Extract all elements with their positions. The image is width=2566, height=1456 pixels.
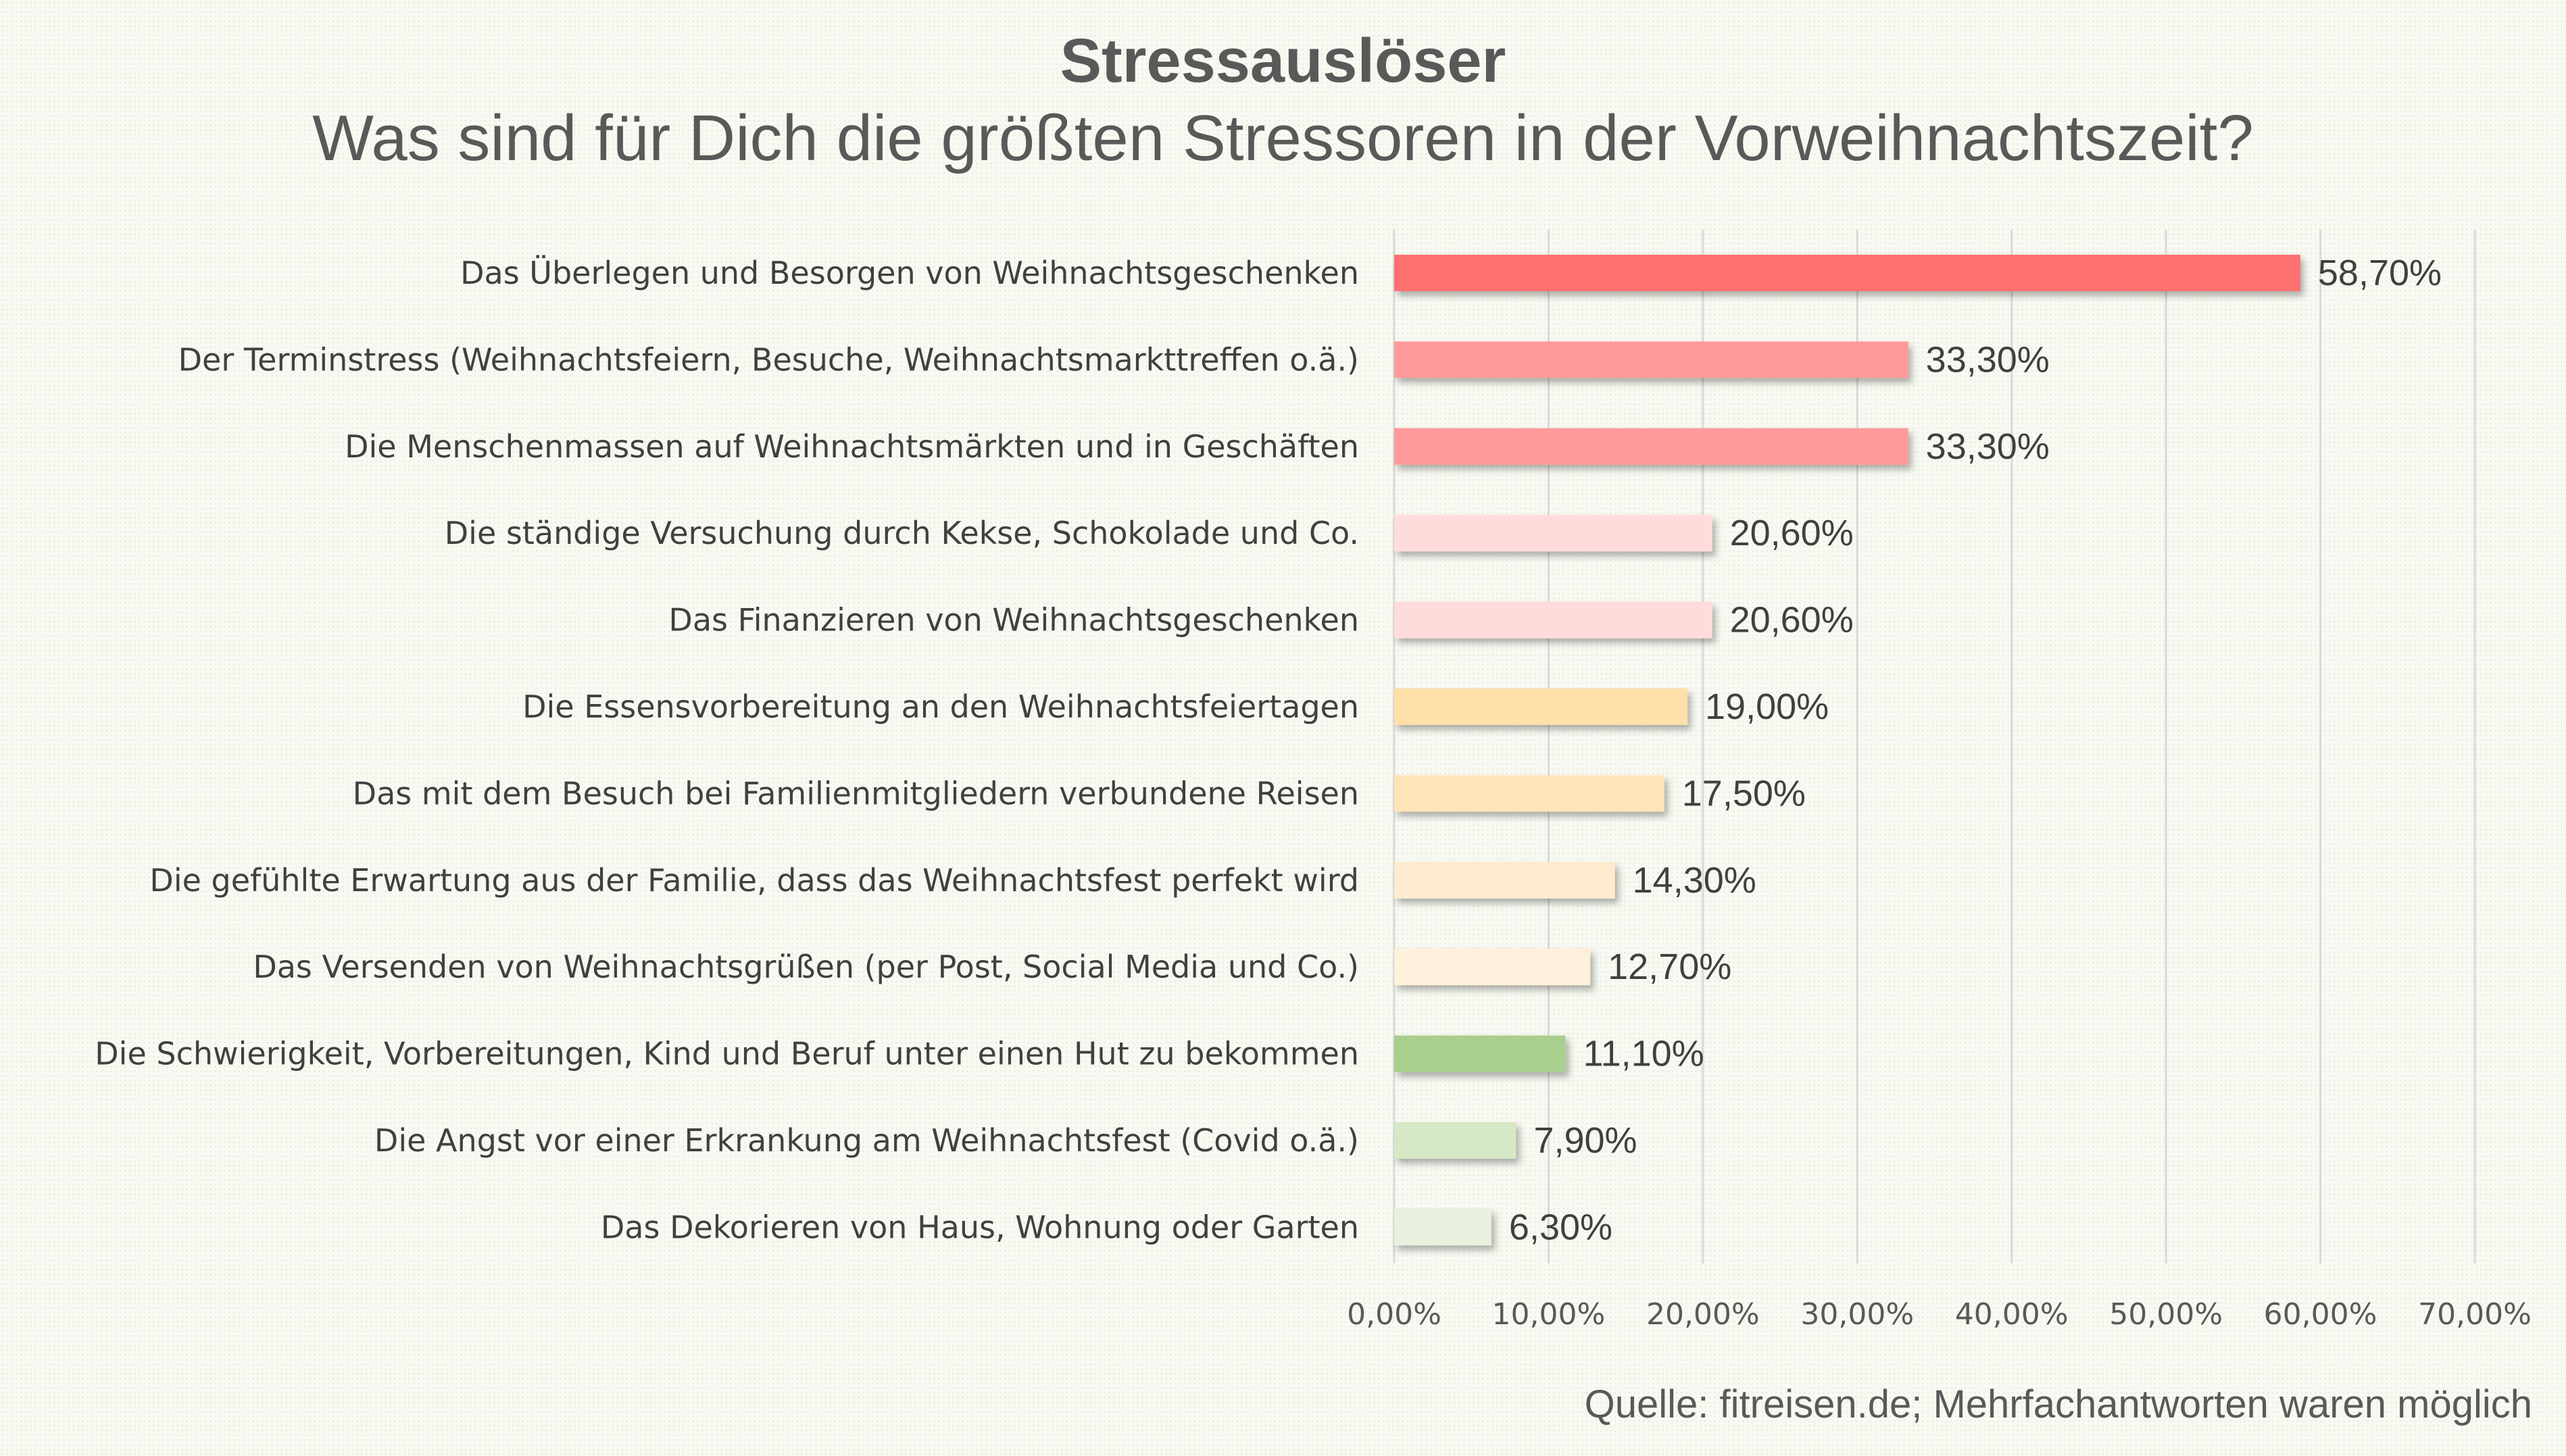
data-label: 19,00%: [1705, 686, 1829, 727]
bar: [1394, 688, 1688, 725]
data-label: 6,30%: [1509, 1207, 1612, 1247]
data-label: 20,60%: [1730, 513, 1854, 553]
bar: [1394, 1209, 1491, 1246]
category-label: Die Menschenmassen auf Weihnachtsmärkten…: [345, 428, 1359, 465]
data-label: 33,30%: [1926, 339, 2050, 380]
chart-subtitle: Was sind für Dich die größten Stressoren…: [312, 102, 2254, 174]
bar: [1394, 255, 2300, 291]
bar: [1394, 1122, 1516, 1159]
data-label: 17,50%: [1682, 773, 1806, 813]
category-label: Der Terminstress (Weihnachtsfeiern, Besu…: [178, 341, 1359, 378]
category-label: Die Angst vor einer Erkrankung am Weihna…: [374, 1122, 1359, 1159]
category-label: Das Finanzieren von Weihnachtsgeschenken: [668, 602, 1359, 638]
x-tick-label: 10,00%: [1492, 1297, 1606, 1332]
data-label: 12,70%: [1608, 947, 1731, 987]
data-label: 11,10%: [1583, 1034, 1704, 1074]
x-tick-label: 30,00%: [1800, 1297, 1914, 1332]
category-label: Die gefühlte Erwartung aus der Familie, …: [149, 862, 1359, 899]
bar: [1394, 515, 1712, 552]
bar: [1394, 601, 1712, 638]
data-label: 14,30%: [1633, 860, 1756, 901]
bar: [1394, 775, 1664, 812]
bar: [1394, 428, 1908, 465]
category-label: Das Überlegen und Besorgen von Weihnacht…: [460, 255, 1359, 291]
category-label: Das Dekorieren von Haus, Wohnung oder Ga…: [601, 1209, 1359, 1245]
x-tick-label: 0,00%: [1347, 1297, 1441, 1332]
category-label: Die Essensvorbereitung an den Weihnachts…: [522, 688, 1359, 725]
data-label: 33,30%: [1926, 426, 2050, 467]
category-label: Die Schwierigkeit, Vorbereitungen, Kind …: [95, 1036, 1359, 1072]
category-label: Die ständige Versuchung durch Kekse, Sch…: [445, 515, 1359, 551]
bars: [1394, 255, 2300, 1246]
x-tick-label: 70,00%: [2418, 1297, 2532, 1332]
bar: [1394, 341, 1908, 378]
data-label: 20,60%: [1730, 600, 1854, 641]
bar: [1394, 861, 1615, 899]
bar: [1394, 949, 1591, 986]
data-label: 7,90%: [1533, 1120, 1637, 1161]
x-tick-label: 20,00%: [1646, 1297, 1760, 1332]
labels: 0,00% 10,00% 20,00% 30,00% 40,00% 50,00% 60,00…: [95, 253, 2532, 1332]
x-tick-label: 50,00%: [2109, 1297, 2223, 1332]
data-label: 58,70%: [2318, 253, 2442, 293]
category-label: Das mit dem Besuch bei Familienmitgliede…: [353, 775, 1359, 811]
gridlines: [1393, 230, 2476, 1263]
category-label: Das Versenden von Weihnachtsgrüßen (per …: [253, 949, 1359, 985]
bar: [1394, 1035, 1566, 1072]
source-note: Quelle: fitreisen.de; Mehrfachantworten …: [1584, 1382, 2532, 1426]
x-tick-label: 40,00%: [1955, 1297, 2069, 1332]
x-tick-label: 60,00%: [2264, 1297, 2377, 1332]
chart-title: Stressauslöser: [1060, 26, 1506, 95]
